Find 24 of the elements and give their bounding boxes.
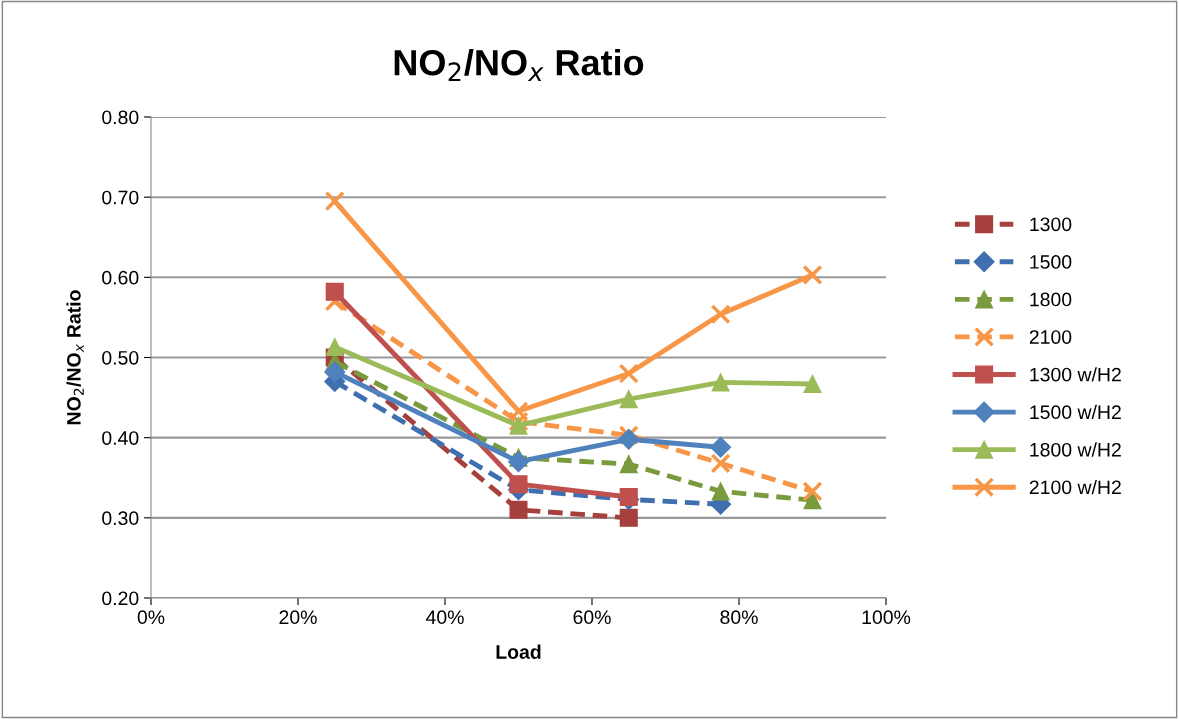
x-tick-label: 100%: [862, 610, 911, 625]
y-tick-label: 0.40: [102, 431, 139, 445]
y-tick-label: 0.70: [102, 190, 139, 205]
x-tick-label: 0%: [137, 610, 165, 625]
legend-label: 2100: [1029, 330, 1072, 344]
legend-label: 1800 w/H2: [1030, 442, 1121, 457]
y-tick-label: 0.80: [102, 110, 139, 125]
y-tick-label: 0.20: [102, 591, 139, 606]
legend-label: 1800: [1030, 292, 1072, 307]
legend-label: 2100 w/H2: [1029, 479, 1121, 495]
y-axis-title: NO$_{2}$/NO$_{x}$ Ratio: [66, 290, 84, 425]
legend-label: 1300 w/H2: [1030, 367, 1121, 382]
x-tick-label: 60%: [573, 610, 611, 625]
legend-label: 1500 w/H2: [1030, 404, 1121, 420]
legend-label: 1300: [1030, 217, 1072, 232]
x-tick-label: 40%: [425, 610, 464, 625]
y-tick-label: 0.60: [102, 270, 139, 285]
y-tick-label: 0.30: [102, 511, 139, 526]
x-axis-title: Load: [496, 644, 541, 659]
x-tick-label: 80%: [720, 610, 758, 625]
x-tick-label: 20%: [279, 610, 317, 625]
y-tick-label: 0.50: [102, 350, 139, 365]
legend-label: 1500: [1030, 255, 1072, 269]
chart-title: NO$_{2}$/NO$_{x}$ Ratio: [394, 48, 644, 82]
